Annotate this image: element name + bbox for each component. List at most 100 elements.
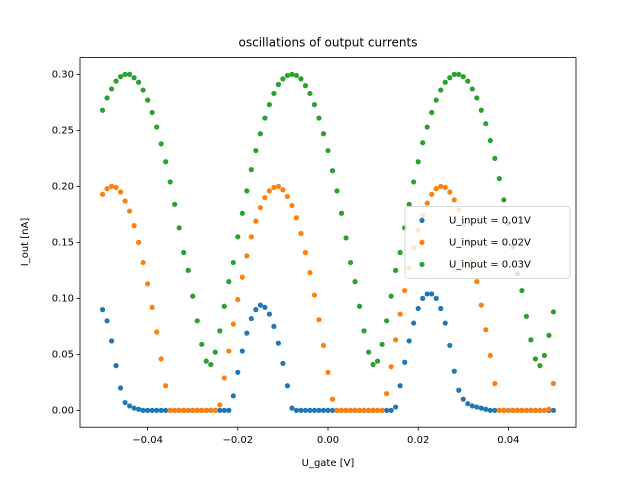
data-point [365,407,372,413]
data-point [429,191,435,197]
x-tick-label: 0.04 [497,435,519,446]
data-point [99,191,106,197]
data-point [131,223,137,229]
data-point [136,79,142,85]
data-point [325,369,331,375]
data-point [478,107,484,113]
legend-marker [419,261,425,267]
data-point [487,352,493,359]
data-point [262,304,268,310]
data-point [352,279,358,285]
data-point [307,90,313,97]
data-point [474,95,480,101]
data-point [379,407,385,413]
data-point [140,87,146,93]
data-point [546,332,552,338]
x-axis-label: U_gate [V] [302,458,355,469]
data-point [108,86,115,92]
data-point [284,72,291,79]
data-point [158,141,164,147]
data-point [280,187,286,193]
data-point [550,309,557,315]
data-point [185,407,191,413]
data-point [149,407,155,413]
data-point [293,215,300,221]
data-point [320,342,327,349]
data-point [108,338,115,344]
data-point [226,279,232,285]
data-point [537,363,543,369]
data-point [271,90,277,97]
data-point [104,95,110,101]
data-point [388,364,394,370]
data-point [429,291,435,297]
x-tick-label: −0.02 [222,435,253,446]
data-point [127,403,133,409]
data-point [190,293,196,299]
data-point [474,404,480,410]
data-point [397,249,403,256]
data-point [433,97,439,103]
data-point [208,407,214,413]
data-point [203,407,209,413]
data-point [420,295,426,301]
data-point [505,407,511,413]
data-point [244,188,250,194]
data-point [460,396,466,402]
data-point [293,407,300,413]
data-point [154,124,160,130]
data-point [271,184,277,191]
data-point [253,147,259,154]
legend: U_input = 0.01V U_input = 0.02V U_input = … [404,205,571,279]
data-point [483,327,489,333]
y-tick-label: 0.05 [52,349,74,360]
data-point [248,167,254,173]
data-point [212,407,218,413]
data-point [280,360,286,366]
data-point [271,323,277,329]
data-point [275,81,281,88]
data-point [217,402,223,408]
data-point [140,407,146,413]
data-point [176,225,182,231]
data-point [226,348,232,354]
data-point [221,375,227,381]
data-point [257,302,263,308]
y-tick-label: 0.10 [52,293,74,304]
data-point [447,342,453,349]
data-point [167,407,173,413]
data-point [181,407,187,413]
data-point [375,358,381,364]
data-point [402,359,408,365]
data-point [460,74,466,80]
data-point [384,407,390,413]
data-point [194,407,200,413]
data-point [370,407,376,413]
data-point [244,253,250,259]
data-point [239,348,245,354]
data-point [230,393,236,399]
data-point [217,328,223,334]
y-axis-label: I_out [nA] [20,218,31,267]
data-point [266,188,272,194]
data-point [550,380,557,387]
data-point [248,315,254,322]
data-point [519,287,525,294]
data-point [316,407,322,413]
legend-box [404,205,571,279]
data-point [185,267,191,273]
data-point [235,296,241,303]
data-point [483,121,489,127]
data-point [230,321,236,327]
data-point [122,71,128,77]
legend-marker [419,217,425,223]
data-point [438,183,444,189]
data-point [388,293,394,299]
data-point [316,115,322,121]
data-point [199,407,205,413]
data-point [145,97,151,103]
data-point [411,320,417,326]
data-point [334,188,340,194]
data-point [181,249,187,256]
data-point [221,303,227,309]
